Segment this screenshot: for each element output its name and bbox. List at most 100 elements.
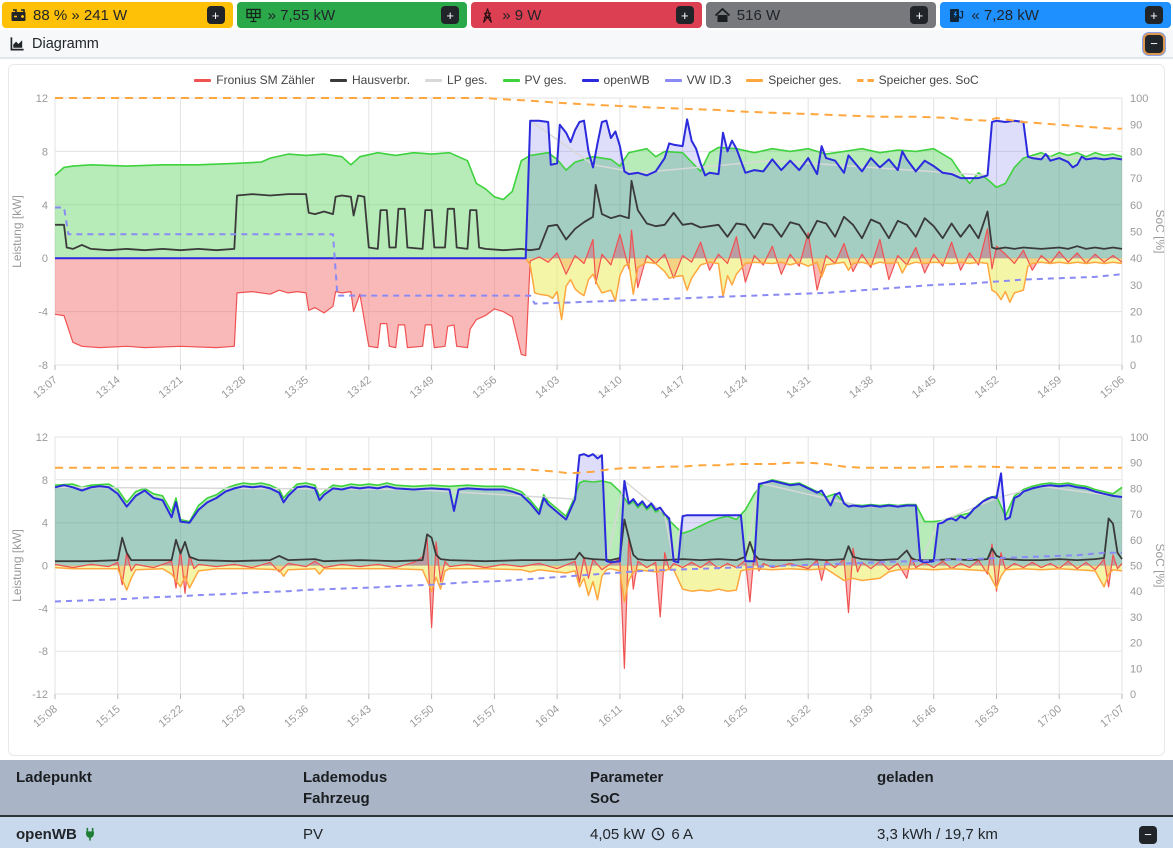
charge-parameter: 4,05 kW 6 A: [590, 826, 694, 843]
battery-status-label: 88 % » 241 W: [33, 6, 128, 24]
legend-label: PV ges.: [524, 73, 567, 87]
svg-text:14:10: 14:10: [596, 374, 625, 401]
svg-text:4: 4: [42, 200, 48, 212]
diagram-card: Fronius SM Zähler Hausverbr. LP ges. PV …: [8, 64, 1167, 756]
svg-text:15:15: 15:15: [94, 703, 123, 730]
svg-text:0: 0: [42, 253, 48, 265]
svg-text:16:32: 16:32: [784, 703, 813, 730]
grid-status-label: » 9 W: [502, 6, 542, 24]
svg-text:16:39: 16:39: [847, 703, 876, 730]
svg-text:8: 8: [42, 475, 48, 487]
svg-text:20: 20: [1130, 638, 1142, 650]
mode-vehicle-cell: PV VW ID.3: [287, 824, 574, 848]
svg-text:-8: -8: [38, 646, 48, 658]
svg-text:15:43: 15:43: [345, 703, 374, 730]
charged-cell: 3,3 kWh / 19,7 km: [861, 824, 1127, 848]
svg-text:15:29: 15:29: [219, 703, 248, 730]
svg-text:-8: -8: [38, 360, 48, 372]
svg-text:15:06: 15:06: [1098, 374, 1127, 401]
svg-text:14:59: 14:59: [1035, 374, 1064, 401]
header-ladepunkt: Ladepunkt: [16, 769, 92, 786]
svg-text:14:03: 14:03: [533, 374, 562, 401]
svg-text:10: 10: [1130, 333, 1142, 345]
power-chart-1508-1707[interactable]: -12 -8 -4 0 4 8 12 15:08 15:15 15:22 15:29 15:36 15:…: [9, 430, 1167, 748]
charged-amount: 3,3 kWh / 19,7 km: [877, 826, 998, 843]
legend-swatch: [581, 78, 599, 82]
chargepoint-collapse-button[interactable]: −: [1139, 825, 1157, 844]
charge-mode: PV: [303, 826, 324, 843]
legend-label: VW ID.3: [686, 73, 732, 87]
legend-item-pv-ges[interactable]: PV ges.: [502, 73, 567, 87]
house-badge-expand-button[interactable]: +: [910, 6, 929, 24]
svg-text:0: 0: [1130, 360, 1136, 372]
chargepoint-status-badge: « 7,28 kW +: [940, 2, 1171, 28]
svg-text:17:00: 17:00: [1035, 703, 1064, 730]
chargepoint-badge-expand-button[interactable]: +: [1144, 6, 1163, 24]
legend-item-speicher-soc[interactable]: Speicher ges. SoC: [856, 73, 979, 87]
legend-swatch: [746, 78, 764, 82]
house-status-label: 516 W: [736, 6, 781, 24]
svg-text:-12: -12: [32, 689, 48, 701]
svg-text:100: 100: [1130, 432, 1148, 444]
legend-item-openwb[interactable]: openWB: [581, 73, 650, 87]
legend-item-fronius[interactable]: Fronius SM Zähler: [194, 73, 315, 87]
svg-text:16:11: 16:11: [597, 703, 625, 729]
chargepoint-table: Ladepunkt Lademodus Fahrzeug Parameter SoC…: [0, 760, 1173, 848]
grid-badge-expand-button[interactable]: +: [675, 6, 694, 24]
header-lademodus-fahrzeug: Lademodus Fahrzeug: [303, 769, 388, 807]
legend-item-vw-id3[interactable]: VW ID.3: [664, 73, 732, 87]
svg-text:30: 30: [1130, 612, 1142, 624]
legend-swatch: [664, 78, 682, 82]
svg-text:0: 0: [42, 561, 48, 573]
header-actions: [1127, 767, 1173, 809]
diagram-section-header: Diagramm −: [0, 30, 1173, 59]
svg-text:70: 70: [1130, 509, 1142, 521]
svg-text:10: 10: [1130, 663, 1142, 675]
svg-text:-4: -4: [38, 603, 48, 615]
svg-text:16:04: 16:04: [533, 703, 562, 730]
battery-badge-expand-button[interactable]: +: [206, 6, 225, 24]
diagram-collapse-button[interactable]: −: [1145, 34, 1163, 53]
status-bar: 88 % » 241 W + » 7,55 kW + » 9 W + 516 W…: [0, 0, 1173, 30]
svg-text:40: 40: [1130, 586, 1142, 598]
legend-label: LP ges.: [447, 73, 488, 87]
chart-legend: Fronius SM Zähler Hausverbr. LP ges. PV …: [9, 69, 1164, 91]
battery-status-badge: 88 % » 241 W +: [2, 2, 233, 28]
legend-item-speicher-ges[interactable]: Speicher ges.: [746, 73, 842, 87]
header-geladen: geladen: [877, 769, 934, 786]
svg-text:12: 12: [36, 432, 48, 444]
pv-badge-expand-button[interactable]: +: [441, 6, 460, 24]
chargepoint-status-label: « 7,28 kW: [971, 6, 1039, 24]
svg-text:13:14: 13:14: [94, 374, 123, 401]
svg-text:13:07: 13:07: [31, 374, 60, 401]
svg-text:14:45: 14:45: [910, 374, 939, 401]
legend-swatch: [194, 78, 212, 82]
svg-text:100: 100: [1130, 93, 1148, 105]
svg-text:50: 50: [1130, 561, 1142, 573]
area-chart-icon: [10, 37, 24, 51]
svg-text:0: 0: [1130, 689, 1136, 701]
legend-swatch: [425, 78, 443, 82]
svg-text:14:38: 14:38: [847, 374, 876, 401]
svg-text:SoC [%]: SoC [%]: [1153, 209, 1164, 253]
legend-label: openWB: [603, 73, 650, 87]
power-chart-1307-1506[interactable]: -8 -4 0 4 8 12 13:07 13:14 13:21 13:28 13:35 13:42 1…: [9, 91, 1167, 425]
svg-text:8: 8: [42, 146, 48, 158]
svg-text:15:57: 15:57: [470, 703, 499, 730]
svg-text:16:25: 16:25: [722, 703, 751, 730]
svg-text:13:49: 13:49: [408, 374, 437, 401]
svg-text:15:08: 15:08: [31, 703, 60, 730]
chargepoint-name: openWB: [16, 826, 77, 843]
legend-item-hausverbrauch[interactable]: Hausverbr.: [330, 73, 410, 87]
svg-text:15:50: 15:50: [408, 703, 437, 730]
svg-text:13:28: 13:28: [219, 374, 248, 401]
legend-label: Hausverbr.: [352, 73, 411, 87]
grid-status-badge: » 9 W +: [471, 2, 702, 28]
diagram-section-title: Diagramm: [32, 35, 99, 52]
svg-text:90: 90: [1130, 120, 1142, 132]
legend-label: Speicher ges. SoC: [878, 73, 979, 87]
clock-icon: [651, 827, 665, 841]
transmission-tower-icon: [483, 7, 493, 23]
legend-item-lp-ges[interactable]: LP ges.: [425, 73, 488, 87]
